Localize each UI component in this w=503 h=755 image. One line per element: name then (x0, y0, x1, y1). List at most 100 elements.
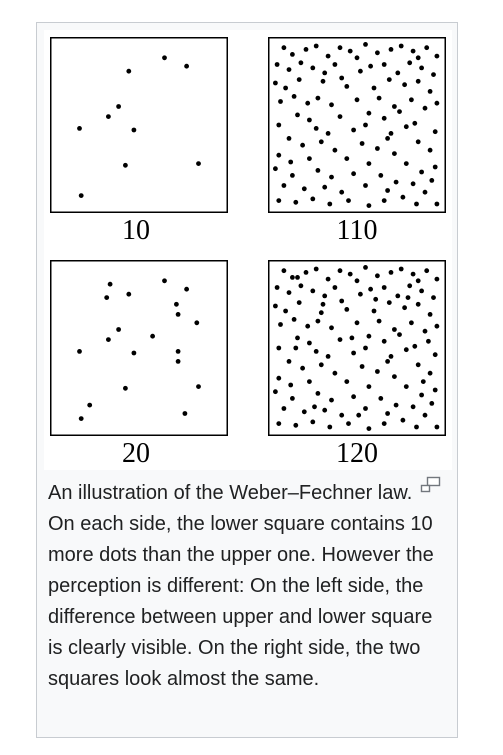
dot (414, 201, 419, 207)
dot (276, 122, 282, 128)
magnify-icon[interactable] (420, 476, 442, 494)
dot (301, 409, 307, 415)
dot (415, 301, 421, 307)
dot (368, 286, 373, 292)
dot (307, 340, 312, 346)
dot (320, 301, 326, 307)
dot (184, 286, 190, 292)
dot (388, 47, 394, 52)
dot (402, 305, 407, 311)
dot-panel-110: 110 (268, 37, 446, 246)
dot (322, 407, 328, 413)
dot (303, 270, 309, 275)
dot (434, 323, 440, 329)
dot (310, 288, 316, 294)
dot (366, 161, 372, 167)
dot (274, 62, 280, 67)
dot (393, 179, 399, 185)
dot (366, 333, 372, 339)
dot (363, 183, 368, 188)
dot (320, 78, 326, 84)
dot (175, 312, 181, 317)
dot (432, 352, 438, 358)
dot (106, 337, 111, 342)
dot (315, 95, 321, 101)
dot (293, 345, 299, 351)
dot (392, 104, 397, 109)
dot (303, 47, 309, 52)
dot (410, 271, 416, 277)
dot (295, 275, 300, 280)
dot (427, 89, 433, 94)
figure-image[interactable]: 10 110 20 120 (44, 30, 452, 470)
dot (184, 63, 190, 69)
dot (175, 349, 181, 354)
dot (397, 109, 402, 114)
dot (409, 97, 414, 103)
dot (363, 406, 368, 411)
dot (273, 166, 278, 172)
dot (296, 300, 302, 305)
dot (339, 189, 345, 195)
dot (376, 95, 382, 101)
dot (351, 394, 356, 400)
dot (194, 320, 200, 326)
panel-count-label: 20 (122, 438, 150, 469)
dot (356, 412, 362, 418)
dot (363, 122, 368, 128)
dot (325, 354, 331, 359)
dot (300, 142, 305, 148)
dot (325, 53, 331, 59)
dot (77, 126, 82, 131)
weber-fechner-figure: 10 110 20 120 (50, 37, 446, 469)
dot (131, 127, 137, 133)
dot (434, 424, 440, 430)
figure-caption: An illustration of the Weber–Fechner law… (48, 482, 434, 690)
dot (407, 60, 413, 66)
dot (405, 295, 411, 300)
dot (301, 186, 307, 192)
dot (366, 203, 372, 209)
dot (419, 65, 424, 71)
dot (432, 387, 438, 393)
dot (290, 275, 295, 280)
dot (325, 276, 331, 282)
dot (307, 117, 312, 123)
dot (296, 77, 302, 82)
dot (281, 45, 287, 51)
dot (429, 178, 435, 183)
panel-frame (50, 260, 228, 436)
dot (78, 416, 84, 421)
dot (392, 374, 397, 379)
dot (273, 389, 278, 395)
dot (403, 384, 409, 389)
dot (293, 199, 299, 205)
dot (283, 85, 288, 91)
dot (412, 343, 418, 349)
dot (415, 78, 421, 84)
dot (354, 320, 360, 326)
dot (397, 332, 402, 337)
dot (273, 303, 278, 309)
dot (123, 385, 128, 391)
dot (432, 164, 438, 170)
dot (347, 271, 353, 277)
dot (329, 102, 334, 108)
dot (174, 301, 179, 307)
dot (419, 169, 424, 175)
dot (424, 45, 430, 51)
dot (310, 419, 316, 425)
dot (392, 151, 397, 156)
dot (410, 181, 416, 187)
dot (291, 317, 297, 322)
dot (388, 131, 394, 136)
dot (400, 417, 406, 423)
dot (339, 412, 345, 418)
dot (366, 384, 372, 389)
dot (313, 43, 319, 49)
dot (162, 55, 167, 61)
panel-frame (268, 37, 446, 213)
dot (424, 268, 430, 274)
dot (412, 120, 418, 126)
dot (351, 171, 356, 177)
